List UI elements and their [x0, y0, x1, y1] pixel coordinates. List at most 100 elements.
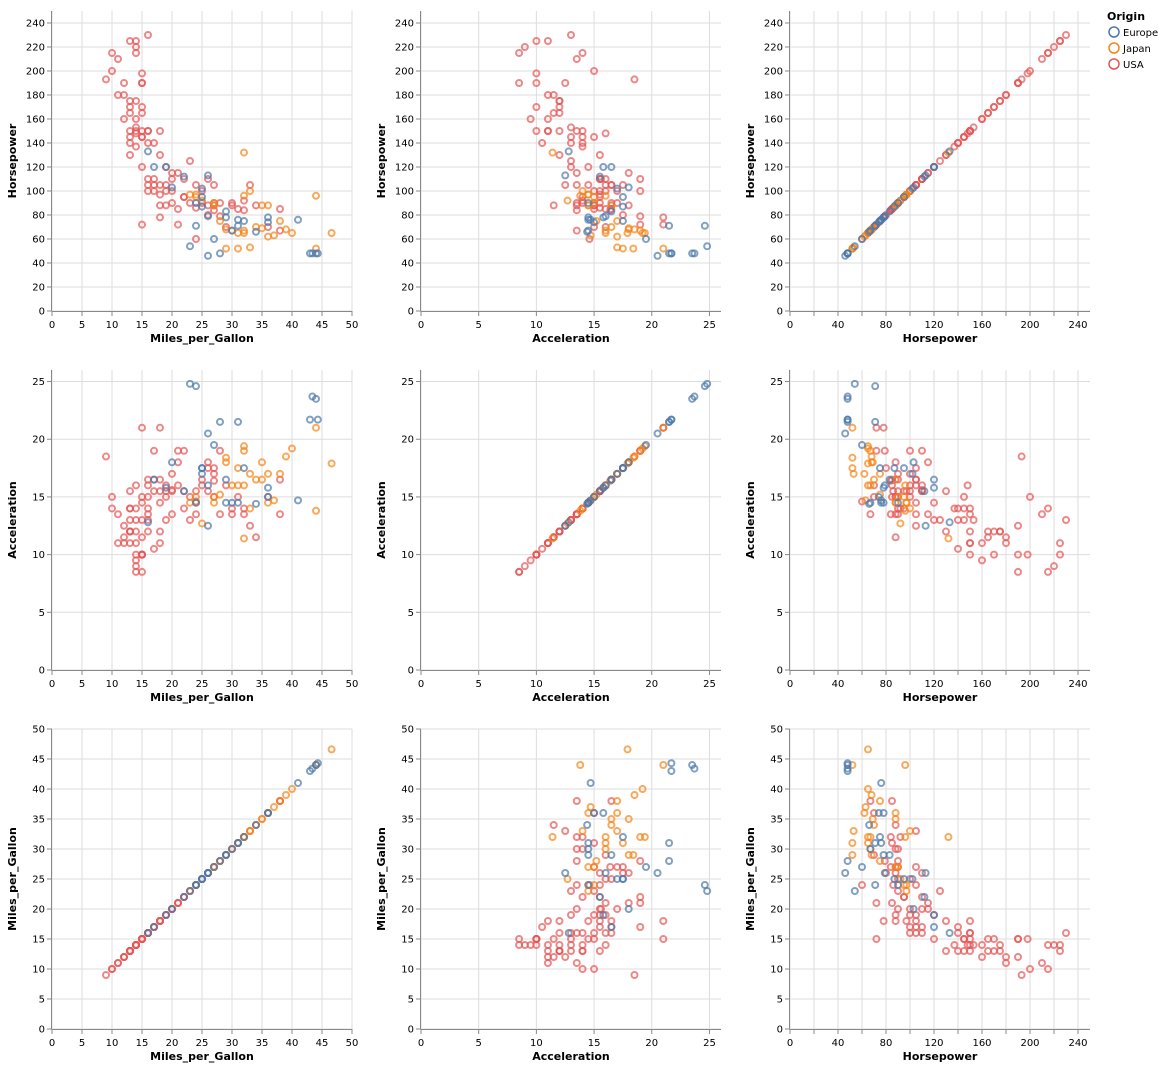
data-point-usa — [126, 947, 134, 955]
data-point-europe — [843, 415, 852, 424]
y-tick-label: 25 — [32, 875, 45, 886]
data-point-usa — [156, 917, 164, 925]
data-point-usa — [520, 562, 529, 571]
data-point-japan — [860, 809, 869, 817]
data-point-usa — [659, 935, 668, 943]
data-point-usa — [132, 527, 140, 536]
data-point-europe — [607, 851, 616, 859]
data-point-usa — [578, 133, 587, 141]
data-point-usa — [590, 911, 599, 919]
data-point-usa — [930, 516, 938, 524]
data-point-usa — [578, 929, 587, 937]
data-point-europe — [930, 483, 938, 492]
data-point-usa — [966, 510, 974, 519]
data-point-japan — [864, 444, 872, 453]
data-point-japan — [240, 226, 248, 235]
data-point-europe — [930, 911, 938, 919]
y-tick-label: 140 — [26, 139, 45, 150]
y-tick-label: 120 — [395, 163, 414, 174]
data-point-usa — [1050, 562, 1058, 571]
data-point-usa — [126, 133, 134, 141]
data-point-usa — [543, 917, 552, 925]
data-point-europe — [306, 415, 314, 424]
y-tick-label: 240 — [395, 19, 414, 30]
data-point-usa — [543, 91, 552, 99]
data-point-usa — [1062, 31, 1070, 39]
data-point-usa — [636, 187, 645, 195]
data-point-europe — [222, 475, 230, 484]
data-point-usa — [624, 169, 633, 177]
data-point-usa — [630, 971, 639, 979]
data-point-usa — [532, 127, 541, 135]
x-tick-label: 5 — [79, 1038, 85, 1049]
data-point-usa — [114, 91, 122, 99]
y-tick-label: 0 — [408, 666, 414, 677]
data-point-europe — [921, 869, 930, 877]
y-tick-label: 10 — [770, 550, 783, 561]
data-point-usa — [162, 201, 170, 210]
data-point-usa — [1056, 539, 1064, 548]
data-point-usa — [590, 935, 599, 943]
data-point-usa — [1014, 935, 1022, 943]
y-tick-label: 35 — [770, 815, 783, 826]
x-tick-label: 20 — [645, 1038, 658, 1049]
data-point-europe — [866, 845, 875, 853]
data-point-europe — [850, 887, 859, 895]
panels: 0 5 10 15 20 25 30 35 40 45 5002040608010012014016… — [6, 11, 1090, 1063]
data-point-europe — [607, 923, 616, 931]
data-point-europe — [561, 869, 570, 877]
data-point-japan — [618, 244, 627, 253]
data-point-usa — [960, 133, 968, 141]
y-tick-label: 25 — [401, 377, 414, 388]
y-tick-label: 0 — [39, 307, 45, 318]
data-point-japan — [264, 469, 272, 478]
data-point-europe — [613, 875, 622, 883]
data-point-japan — [258, 815, 266, 823]
data-point-europe — [607, 163, 616, 171]
data-point-europe — [909, 458, 918, 467]
data-point-europe — [162, 911, 170, 919]
legend-entry-usa[interactable]: USA — [1108, 58, 1144, 71]
y-tick-label: 15 — [770, 492, 783, 503]
data-point-usa — [567, 31, 575, 39]
data-point-usa — [114, 510, 122, 519]
data-point-japan — [252, 223, 260, 231]
data-point-usa — [578, 947, 587, 955]
legend-entry-europe[interactable]: Europe — [1108, 26, 1158, 39]
x-tick-label: 240 — [1068, 1038, 1087, 1049]
x-tick-label: 30 — [226, 679, 239, 690]
data-point-europe — [880, 869, 889, 877]
data-point-usa — [515, 49, 524, 57]
y-tick-label: 15 — [401, 492, 414, 503]
data-point-usa — [880, 446, 889, 455]
data-point-usa — [886, 833, 895, 841]
data-point-japan — [548, 833, 557, 841]
data-point-japan — [276, 797, 284, 805]
data-point-japan — [607, 815, 616, 823]
data-point-japan — [944, 833, 953, 841]
x-tick-label: 20 — [166, 1038, 179, 1049]
data-point-usa — [912, 475, 920, 484]
data-point-usa — [924, 510, 932, 519]
legend-entry-japan[interactable]: Japan — [1108, 42, 1151, 55]
x-tick-label: 25 — [196, 1038, 209, 1049]
data-point-europe — [841, 429, 850, 438]
legend: Origin Europe Japan USA — [1107, 10, 1158, 71]
x-axis-title: Horsepower — [903, 691, 978, 704]
y-tick-label: 25 — [401, 875, 414, 886]
data-point-japan — [240, 446, 248, 455]
y-tick-label: 180 — [764, 91, 783, 102]
data-point-usa — [102, 75, 110, 84]
data-point-japan — [246, 187, 254, 195]
data-point-japan — [876, 857, 884, 865]
y-tick-label: 10 — [401, 965, 414, 976]
data-point-europe — [930, 923, 938, 931]
y-tick-label: 100 — [764, 187, 783, 198]
data-point-europe — [584, 199, 593, 207]
data-point-europe — [858, 441, 866, 449]
data-point-usa — [872, 899, 881, 907]
data-point-europe — [264, 492, 272, 501]
data-point-usa — [912, 881, 920, 889]
x-tick-label: 35 — [256, 1038, 269, 1049]
data-point-usa — [156, 539, 164, 548]
